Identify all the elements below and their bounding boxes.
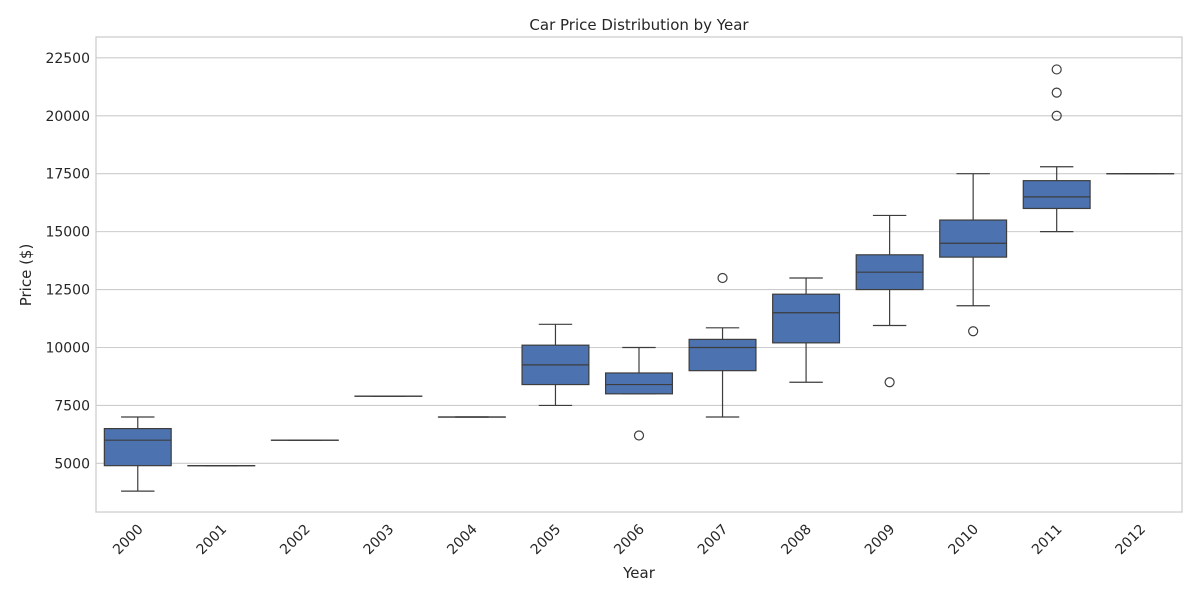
box-2010 — [939, 173, 1008, 337]
box-2008 — [772, 277, 841, 383]
y-tick-label: 7500 — [54, 398, 90, 414]
chart-title: Car Price Distribution by Year — [529, 16, 749, 34]
y-tick-label: 5000 — [54, 456, 90, 472]
box-2005 — [521, 323, 590, 407]
y-tick-label: 12500 — [45, 283, 90, 299]
iqr-box — [604, 372, 674, 395]
outlier-point — [633, 430, 645, 441]
outlier-point — [968, 326, 979, 337]
outlier-point — [1051, 87, 1062, 98]
iqr-box — [103, 427, 172, 467]
y-tick-label: 17500 — [45, 167, 90, 183]
box-2000 — [103, 416, 172, 492]
outlier-point — [717, 272, 728, 284]
y-tick-label: 10000 — [45, 340, 90, 356]
boxes-layer — [103, 64, 1175, 492]
y-tick-label: 15000 — [45, 225, 90, 241]
outlier-point — [884, 377, 895, 388]
box-2006 — [604, 346, 674, 441]
outlier-point — [1051, 110, 1062, 121]
box-2009 — [855, 214, 924, 388]
iqr-box — [1022, 180, 1091, 210]
y-axis-label: Price ($) — [17, 244, 35, 307]
iqr-box — [688, 338, 757, 372]
plot-area-frame — [95, 36, 1183, 513]
y-tick-label: 22500 — [45, 51, 90, 67]
iqr-box — [939, 219, 1008, 258]
box-2007 — [688, 272, 757, 418]
iqr-box — [772, 293, 841, 344]
y-tick-label: 20000 — [45, 109, 90, 125]
outlier-point — [1051, 64, 1062, 75]
box-2011 — [1022, 64, 1091, 233]
x-axis-label: Year — [622, 564, 656, 582]
y-tick-labels: 5000 7500 10000 12500 15000 17500 20000 22500 — [45, 51, 90, 472]
